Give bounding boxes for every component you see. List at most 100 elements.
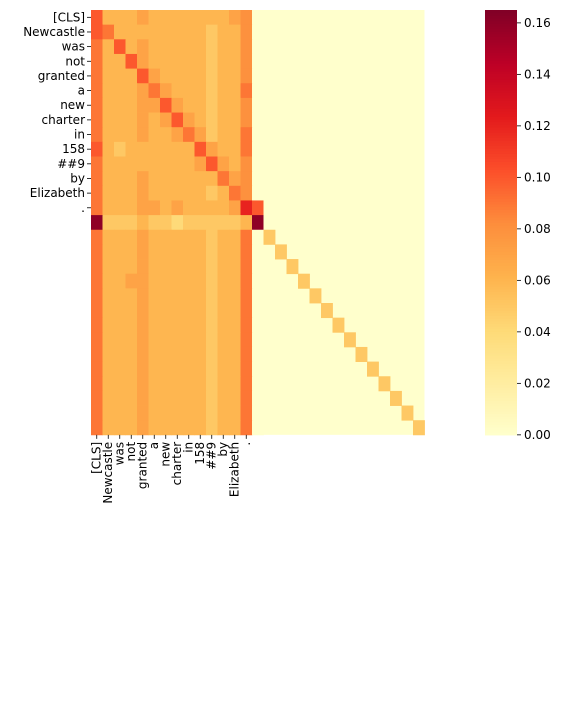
heatmap-cell: [114, 229, 126, 245]
heatmap-cell: [252, 332, 264, 348]
colorbar-gradient-step: [485, 349, 517, 354]
colorbar-gradient-step: [485, 339, 517, 343]
heatmap-cell: [194, 112, 207, 128]
heatmap-cell: [171, 376, 184, 392]
heatmap-cell: [102, 10, 115, 26]
heatmap-cell: [102, 156, 115, 172]
heatmap-cell: [91, 156, 103, 172]
heatmap-cell: [125, 68, 138, 84]
heatmap-cell: [171, 332, 184, 348]
padding-diagonal-cell: [332, 317, 345, 333]
heatmap-cell: [137, 390, 149, 406]
heatmap-cell: [183, 39, 195, 55]
heatmap-cell: [91, 244, 103, 260]
heatmap-cell: [137, 200, 149, 216]
heatmap-cell: [194, 273, 207, 289]
colorbar-gradient-step: [485, 235, 517, 239]
heatmap-cell: [171, 405, 184, 421]
colorbar-gradient-step: [485, 203, 517, 208]
heatmap-cell: [125, 185, 138, 201]
heatmap-cell: [148, 53, 161, 69]
heatmap-cell: [125, 156, 138, 172]
heatmap-cell: [91, 346, 103, 362]
colorbar-gradient-step: [485, 41, 517, 46]
colorbar-gradient-step: [485, 320, 517, 324]
colorbar-gradient-step: [485, 387, 517, 391]
heatmap-cell: [240, 200, 253, 216]
colorbar-gradient-step: [485, 275, 517, 279]
heatmap-cell: [252, 156, 264, 172]
heatmap-cell: [148, 97, 161, 113]
heatmap-cell: [194, 141, 207, 157]
colorbar-gradient-step: [485, 283, 517, 287]
heatmap-cell: [194, 53, 207, 69]
colorbar-gradient-step: [485, 243, 517, 247]
heatmap-cell: [252, 185, 264, 201]
colorbar-gradient-step: [485, 71, 517, 75]
colorbar-gradient-step: [485, 195, 517, 200]
heatmap-cell: [252, 24, 264, 40]
heatmap-cell: [183, 390, 195, 406]
heatmap-cell: [229, 83, 241, 99]
heatmap-cell: [194, 83, 207, 99]
heatmap-cell: [252, 127, 264, 143]
heatmap-cell: [206, 97, 218, 113]
heatmap-cell: [183, 141, 195, 157]
heatmap-cell: [91, 332, 103, 348]
heatmap-cell: [217, 390, 230, 406]
heatmap-cell: [148, 361, 161, 377]
colorbar: 0.00 0.02 0.04 0.06 0.08 0.10 0.12 0.14 0.16: [485, 10, 551, 442]
colorbar-gradient-step: [485, 325, 517, 330]
heatmap-cell: [194, 10, 207, 26]
heatmap-cell: [114, 361, 126, 377]
heatmap-cell: [183, 215, 195, 231]
heatmap-cell: [183, 376, 195, 392]
heatmap-cell: [91, 405, 103, 421]
colorbar-gradient-step: [485, 304, 517, 308]
colorbar-gradient-step: [485, 373, 517, 378]
colorbar-gradient-step: [485, 262, 517, 266]
colorbar-gradient-step: [485, 384, 517, 388]
heatmap-cell: [252, 346, 264, 362]
heatmap-cell: [102, 24, 115, 40]
colorbar-gradient-step: [485, 395, 517, 399]
column-tick-label: new: [159, 442, 173, 467]
heatmap-cell: [125, 259, 138, 275]
heatmap-cell: [183, 332, 195, 348]
heatmap-cell: [125, 405, 138, 421]
heatmap-cell: [160, 83, 172, 99]
colorbar-gradient-step: [485, 84, 517, 88]
heatmap-cell: [217, 24, 230, 40]
colorbar-gradient-step: [485, 280, 517, 285]
heatmap-cell: [171, 346, 184, 362]
heatmap-cell: [125, 229, 138, 245]
heatmap-cell: [240, 288, 253, 304]
colorbar-gradient-step: [485, 79, 517, 83]
colorbar-gradient-step: [485, 426, 517, 431]
colorbar-gradient-step: [485, 400, 517, 404]
heatmap-cell: [160, 97, 172, 113]
heatmap-cell: [102, 185, 115, 201]
colorbar-gradient-step: [485, 429, 517, 433]
colorbar-gradient-step: [485, 246, 517, 250]
heatmap-cell: [217, 420, 230, 436]
heatmap-cell: [206, 24, 218, 40]
heatmap-cell: [102, 420, 115, 436]
heatmap-cell: [206, 53, 218, 69]
colorbar-tick-label: 0.16: [524, 16, 551, 30]
heatmap-cell: [102, 200, 115, 216]
colorbar-gradient-step: [485, 233, 517, 237]
colorbar-tick-label: 0.14: [524, 67, 551, 81]
colorbar-gradient-step: [485, 55, 517, 59]
colorbar-gradient-step: [485, 251, 517, 255]
heatmap-cell: [229, 127, 241, 143]
heatmap-cell: [171, 97, 184, 113]
heatmap-cell: [183, 97, 195, 113]
heatmap-cell: [137, 97, 149, 113]
heatmap-cell: [183, 83, 195, 99]
heatmap-cell: [183, 420, 195, 436]
heatmap-cell: [229, 303, 241, 319]
heatmap-cell: [252, 288, 264, 304]
padding-diagonal-cell: [321, 303, 333, 319]
colorbar-gradient-step: [485, 286, 517, 290]
